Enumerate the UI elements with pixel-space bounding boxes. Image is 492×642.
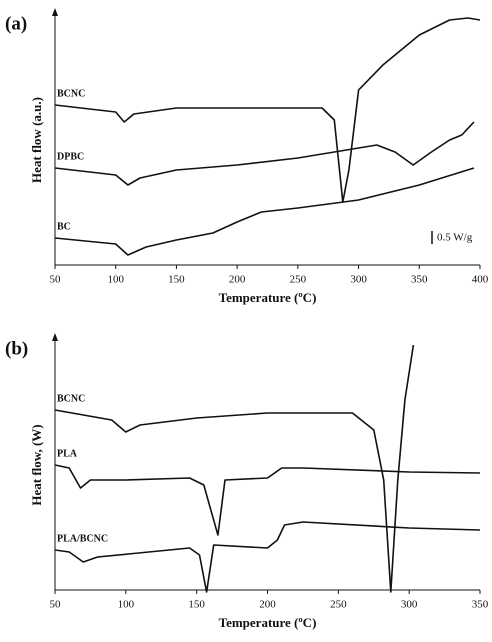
x-tick-label: 50	[50, 599, 62, 611]
curve	[54, 167, 475, 256]
x-tick-label: 100	[107, 274, 124, 286]
curve	[54, 17, 481, 203]
y-axis-arrow	[52, 333, 58, 341]
y-axis-label: Heat flow (a.u.)	[29, 97, 44, 183]
x-tick-label: 350	[472, 599, 489, 611]
x-tick-label: 250	[330, 599, 347, 611]
x-tick-label: 100	[118, 599, 135, 611]
x-tick-label: 300	[401, 599, 418, 611]
x-tick-label: 200	[259, 599, 276, 611]
series-label: BC	[57, 221, 71, 232]
series-label: BCNC	[57, 88, 85, 99]
panel-label: (a)	[5, 13, 27, 34]
x-tick-label: 250	[290, 274, 307, 286]
x-tick-label: 400	[472, 274, 489, 286]
x-tick-label: 150	[168, 274, 185, 286]
x-axis-label: Temperature (ºC)	[219, 290, 317, 305]
x-tick-label: 300	[350, 274, 367, 286]
curve	[54, 121, 475, 186]
x-axis-label: Temperature (ºC)	[219, 615, 317, 630]
series-label: BCNC	[57, 393, 85, 404]
panel-label: (b)	[5, 338, 28, 359]
annotation: 0.5 W/g	[437, 232, 473, 244]
series-label: PLA/BCNC	[57, 533, 108, 544]
series-label: DPBC	[57, 151, 84, 162]
y-axis-arrow	[52, 8, 58, 16]
curve	[54, 464, 481, 536]
curve	[54, 521, 481, 593]
x-tick-label: 200	[229, 274, 246, 286]
x-tick-label: 150	[188, 599, 205, 611]
curve	[54, 344, 415, 593]
series-label: PLA	[57, 448, 78, 459]
x-tick-label: 350	[411, 274, 428, 286]
y-axis-label: Heat flow, (W)	[29, 424, 44, 505]
x-tick-label: 50	[50, 274, 62, 286]
